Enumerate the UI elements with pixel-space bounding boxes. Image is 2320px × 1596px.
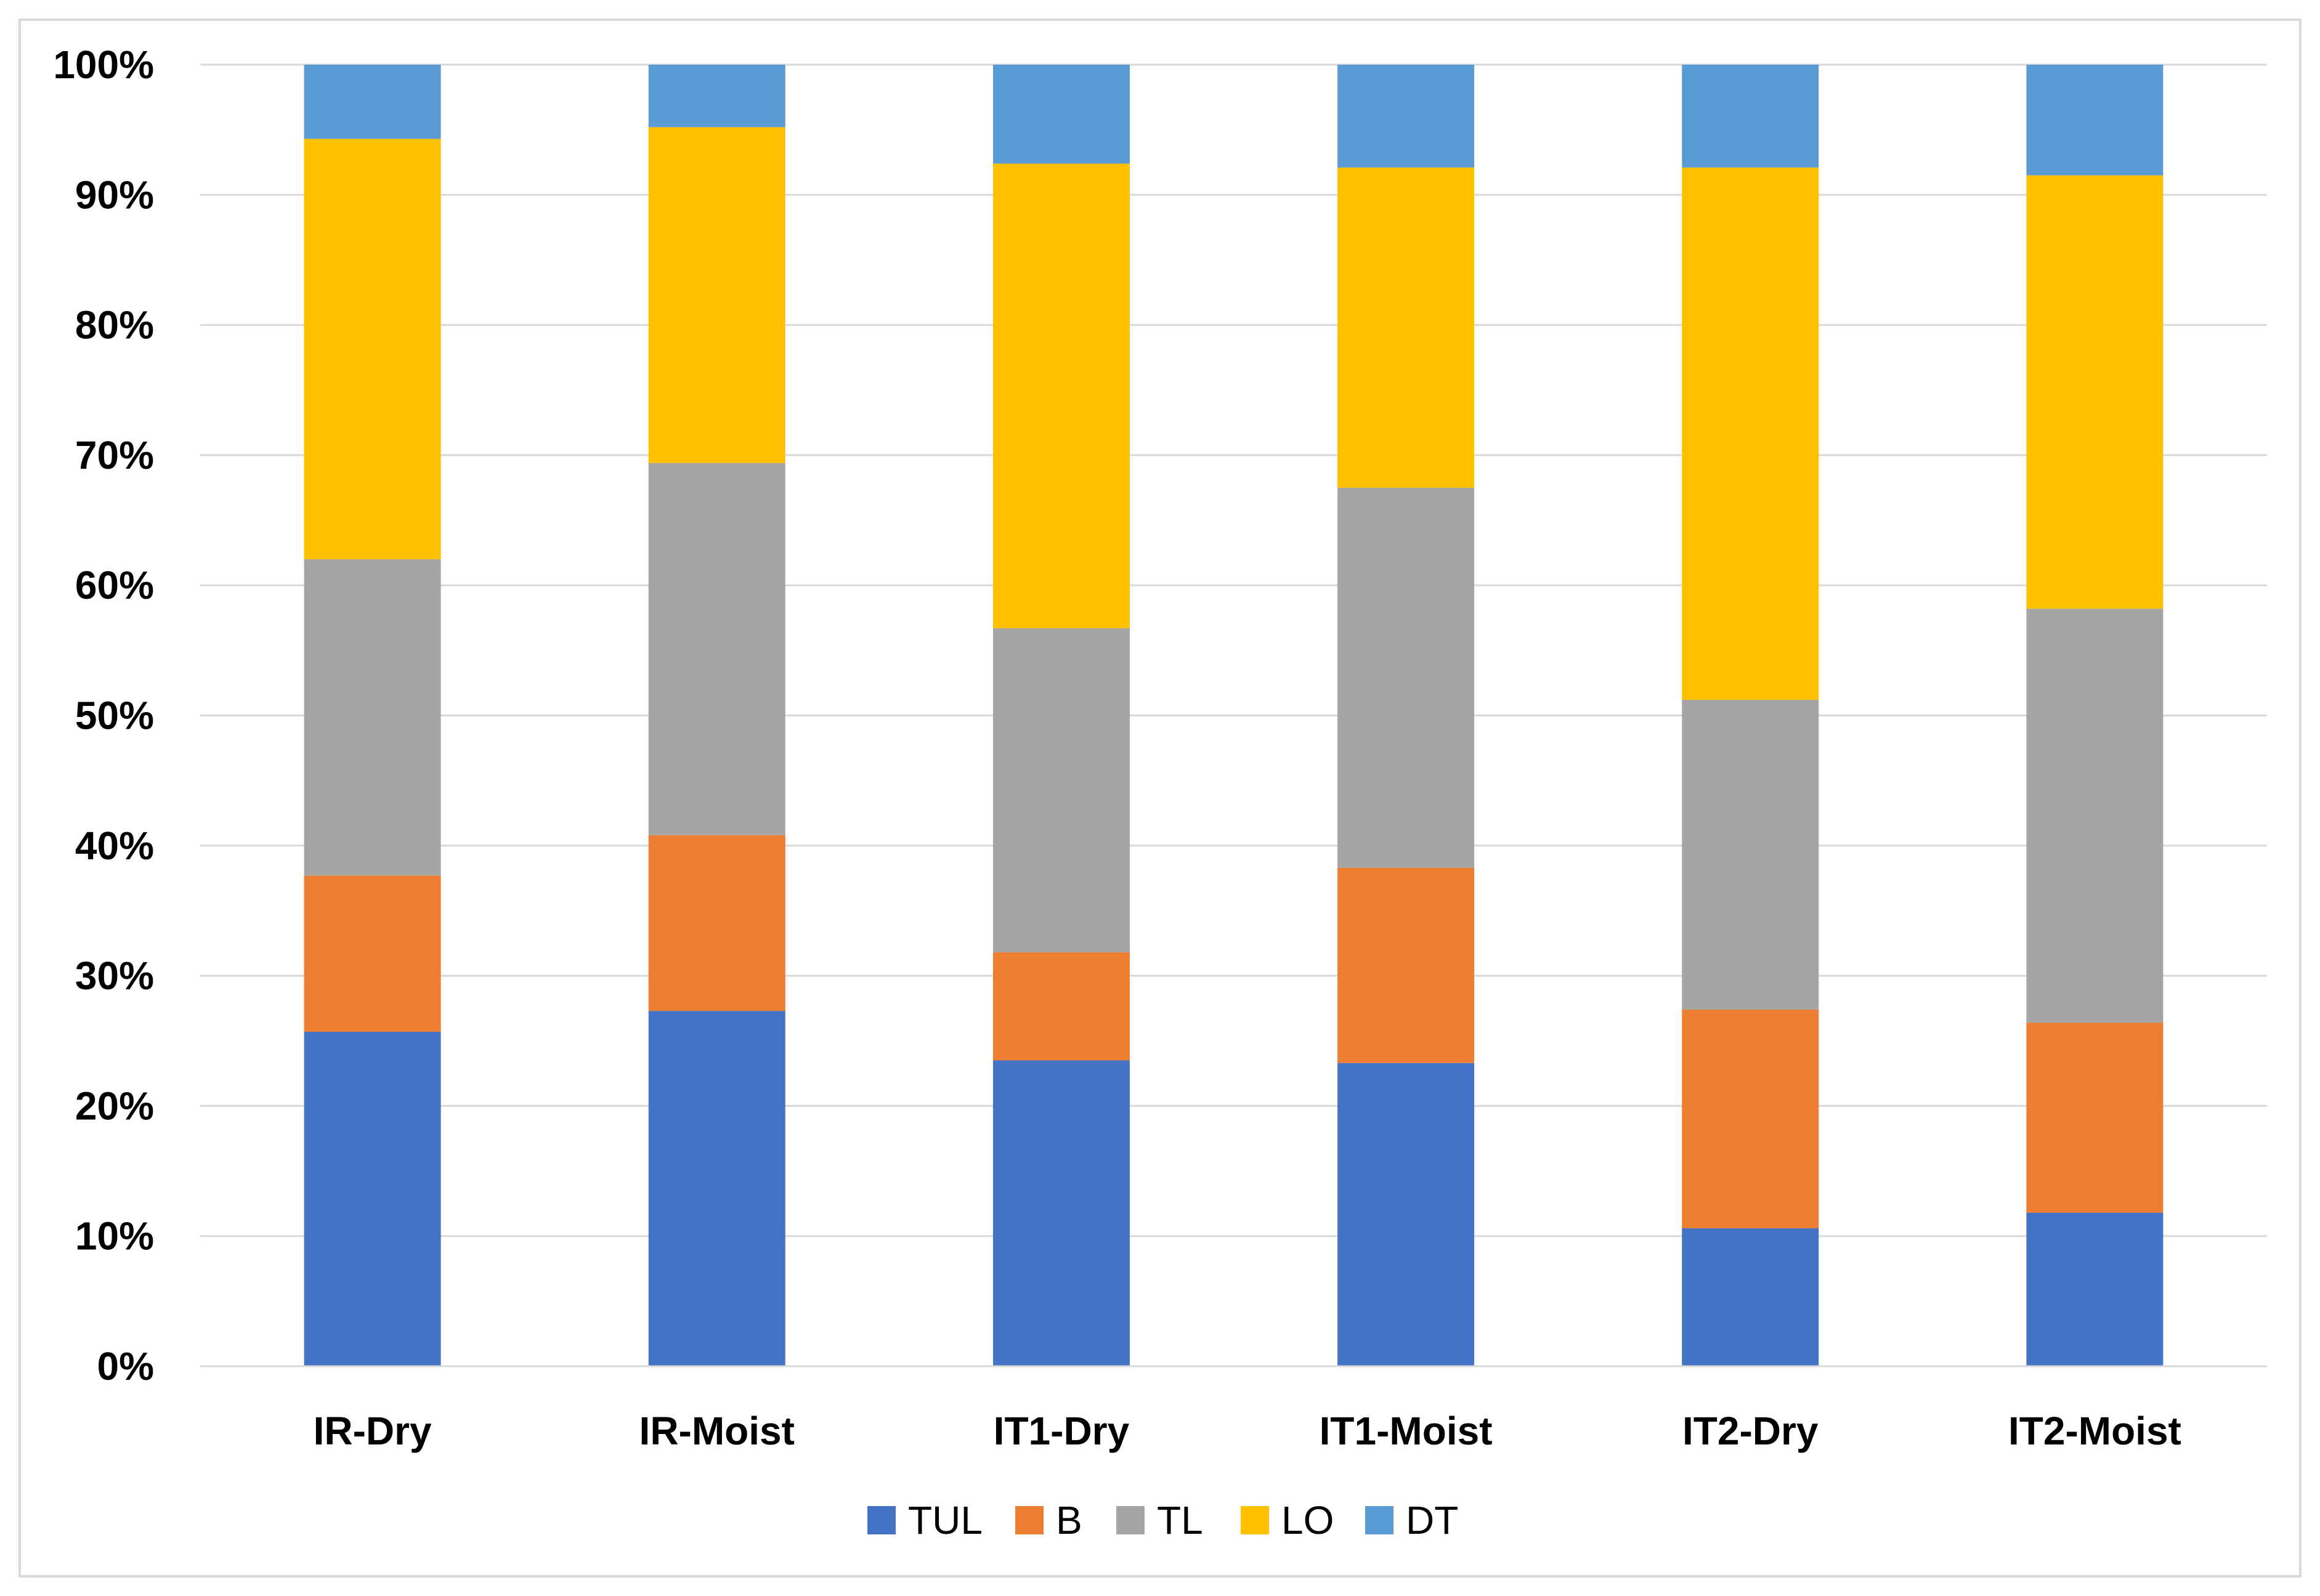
bar-segment-lo <box>304 139 441 559</box>
bar-segment-tul <box>2026 1212 2164 1366</box>
bar-segment-dt <box>2026 65 2164 176</box>
bar-segment-b <box>2026 1023 2164 1213</box>
bar-segment-tul <box>1337 1063 1475 1366</box>
y-tick-label: 80% <box>75 303 154 347</box>
bar-segment-dt <box>992 65 1130 164</box>
bar-segment-b <box>1682 1010 1819 1229</box>
legend-item-tul: TUL <box>867 1498 983 1542</box>
y-axis: 0% 10% 20% 30% 40% 50% 60% 70% 80% 90% 100% <box>53 43 154 1388</box>
y-tick-label: 30% <box>75 954 154 998</box>
y-tick-label: 60% <box>75 563 154 607</box>
legend-item-lo: LO <box>1241 1498 1334 1542</box>
bar-segment-b <box>992 952 1130 1061</box>
y-tick-label: 10% <box>75 1214 154 1258</box>
bar-segment-tul <box>992 1060 1130 1366</box>
legend-item-b: B <box>1015 1498 1082 1542</box>
bar-segment-tl <box>1682 700 1819 1010</box>
legend-swatch <box>1116 1506 1145 1534</box>
x-tick-label: IT1-Dry <box>994 1409 1130 1453</box>
bar-segment-dt <box>304 65 441 139</box>
y-tick-label: 20% <box>75 1084 154 1128</box>
x-tick-label: IT1-Moist <box>1320 1409 1493 1453</box>
legend-label: LO <box>1281 1498 1334 1542</box>
bar-segment-lo <box>2026 175 2164 609</box>
legend-label: TL <box>1157 1498 1203 1542</box>
gridlines <box>200 63 2267 1367</box>
bar-segment-b <box>304 875 441 1032</box>
bar-segment-lo <box>1682 167 1819 700</box>
legend-label: DT <box>1406 1498 1458 1542</box>
x-tick-label: IR-Moist <box>639 1409 795 1453</box>
y-tick-label: 0% <box>97 1344 155 1388</box>
bar-segment-b <box>1337 867 1475 1063</box>
x-tick-label: IR-Dry <box>314 1409 432 1453</box>
bar-segment-dt <box>1337 65 1475 168</box>
bar-segment-tl <box>2026 609 2164 1023</box>
legend-swatch <box>1365 1506 1393 1534</box>
y-tick-label: 90% <box>75 172 154 217</box>
y-tick-label: 70% <box>75 433 154 477</box>
bar-segment-tul <box>648 1011 785 1366</box>
bar-segment-dt <box>648 65 785 128</box>
bar-segment-tl <box>648 463 785 835</box>
y-tick-label: 50% <box>75 694 154 738</box>
bar-segment-lo <box>992 163 1130 628</box>
y-tick-label: 100% <box>53 43 154 87</box>
bar-segment-tl <box>1337 487 1475 868</box>
bar-segment-b <box>648 835 785 1011</box>
y-tick-label: 40% <box>75 824 154 868</box>
bars <box>304 65 2164 1366</box>
legend-label: B <box>1056 1498 1082 1542</box>
bar-segment-tul <box>1682 1228 1819 1366</box>
legend: TUL B TL LO DT <box>867 1498 1458 1542</box>
bar-segment-dt <box>1682 65 1819 168</box>
legend-item-dt: DT <box>1365 1498 1458 1542</box>
bar-segment-lo <box>648 127 785 463</box>
x-axis: IR-Dry IR-Moist IT1-Dry IT1-Moist IT2-Dry IT2… <box>200 1365 2267 1453</box>
legend-label: TUL <box>908 1498 983 1542</box>
legend-swatch <box>1015 1506 1044 1534</box>
legend-item-tl: TL <box>1116 1498 1203 1542</box>
bar-segment-tl <box>992 628 1130 953</box>
bar-segment-tul <box>304 1031 441 1366</box>
bar-segment-lo <box>1337 167 1475 488</box>
legend-swatch <box>1241 1506 1269 1534</box>
x-tick-label: IT2-Dry <box>1682 1409 1819 1453</box>
bar-segment-tl <box>304 559 441 876</box>
x-tick-label: IT2-Moist <box>2008 1409 2181 1453</box>
legend-swatch <box>867 1506 896 1534</box>
